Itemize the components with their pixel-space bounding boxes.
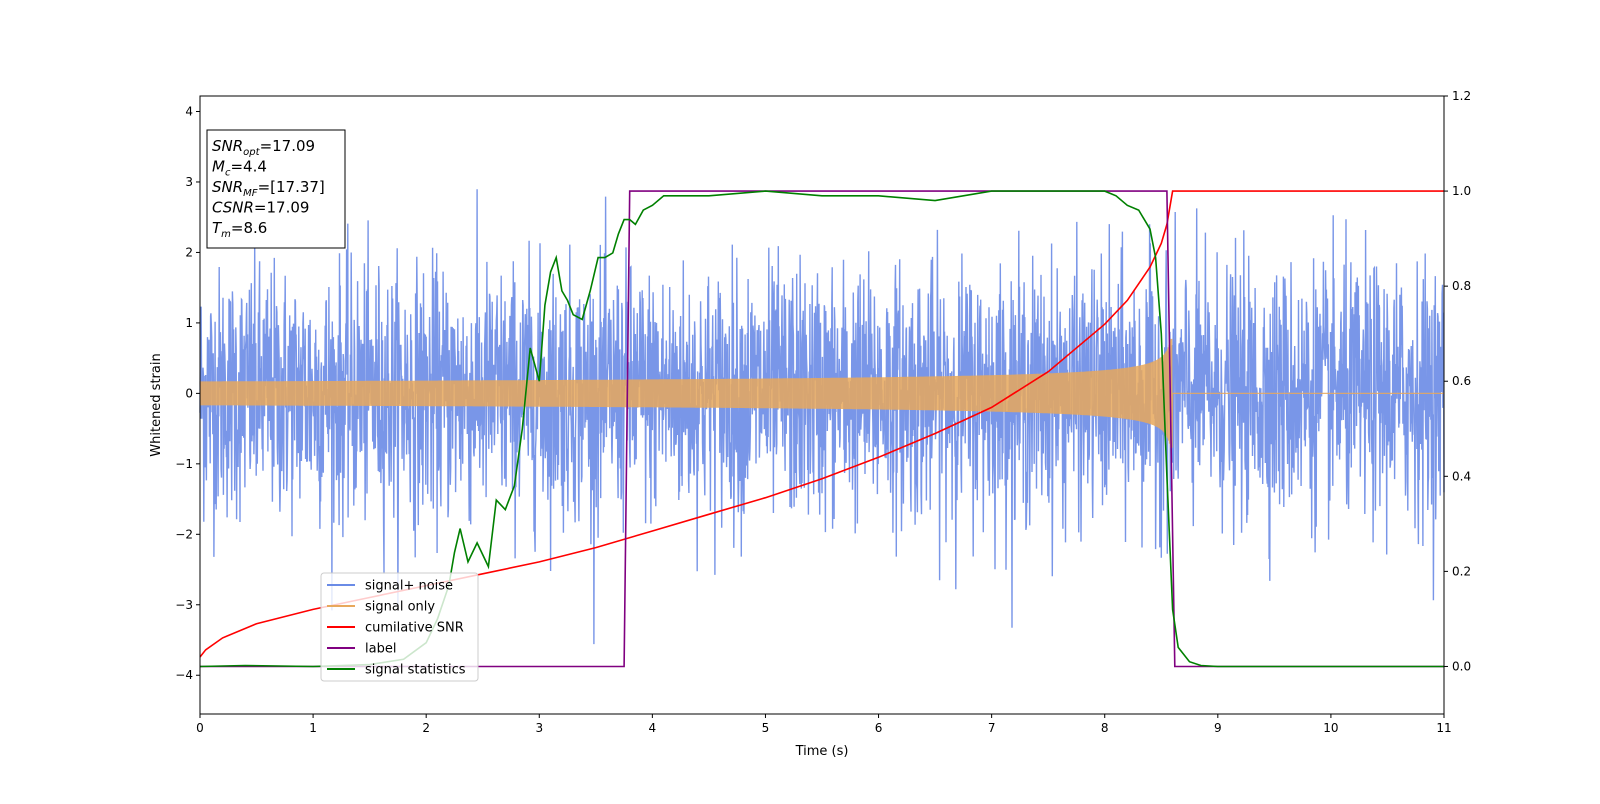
x-tick-label: 9	[1214, 721, 1222, 735]
annotation-line: Tm=8.6	[212, 219, 267, 240]
annotation-line: SNRopt=17.09	[212, 137, 315, 158]
legend-entry: signal only	[327, 600, 435, 615]
x-tick-label: 1	[309, 721, 317, 735]
x-tick-label: 4	[649, 721, 657, 735]
series-layer	[199, 189, 1445, 668]
y-axis-left: −4 −3 −2 −1 0 1 2 3 4	[175, 105, 200, 682]
legend-label: signal only	[365, 600, 435, 615]
legend-entry: label	[327, 642, 396, 657]
x-tick-label: 7	[988, 721, 996, 735]
x-tick-label: 8	[1101, 721, 1109, 735]
y2-tick-label: 0.4	[1452, 469, 1471, 483]
legend-entry: signal+ noise	[327, 579, 453, 594]
y-tick-label: −4	[175, 668, 193, 682]
plot-frame	[199, 95, 1445, 715]
x-tick-label: 10	[1323, 721, 1338, 735]
series-signal-only	[199, 338, 1444, 448]
y-axis-label: Whitened strain	[149, 353, 164, 456]
y-tick-label: −1	[175, 457, 193, 471]
annotation-box: SNRopt=17.09Mc=4.4SNRMF=[17.37]CSNR=17.0…	[206, 129, 346, 249]
y2-tick-label: 0.2	[1452, 564, 1471, 578]
y-axis-right: 0.0 0.2 0.4 0.6 0.8 1.0 1.2	[1444, 89, 1471, 673]
y-tick-label: 0	[185, 386, 193, 400]
y-tick-label: 2	[185, 245, 193, 259]
x-tick-label: 5	[762, 721, 770, 735]
y2-tick-label: 0.6	[1452, 374, 1471, 388]
x-tick-label: 6	[875, 721, 883, 735]
y-tick-label: −2	[175, 527, 193, 541]
y-tick-label: 1	[185, 316, 193, 330]
y-tick-label: 4	[185, 105, 193, 119]
x-tick-label: 2	[422, 721, 430, 735]
y2-tick-label: 1.2	[1452, 89, 1471, 103]
x-tick-label: 11	[1436, 721, 1451, 735]
x-axis: 0 1 2 3 4 5 6 7 8 9 10 11	[196, 714, 1452, 735]
legend-entry: signal statistics	[327, 663, 466, 678]
x-tick-label: 3	[535, 721, 543, 735]
legend-entry: cumilative SNR	[327, 621, 464, 636]
legend-label: signal statistics	[365, 663, 466, 678]
y2-tick-label: 0.0	[1452, 659, 1471, 673]
series-cumulative-snr	[199, 190, 1444, 658]
y-tick-label: −3	[175, 598, 193, 612]
legend-label: label	[365, 642, 396, 657]
legend-frame	[320, 572, 479, 682]
annotation-frame	[206, 129, 346, 249]
series-signal-noise	[199, 189, 1445, 645]
series-signal-statistics	[199, 190, 1444, 668]
y-tick-label: 3	[185, 175, 193, 189]
y2-tick-label: 1.0	[1452, 184, 1471, 198]
annotation-line: Mc=4.4	[212, 158, 267, 179]
x-tick-label: 0	[196, 721, 204, 735]
x-axis-label: Time (s)	[795, 744, 849, 759]
y2-tick-label: 0.8	[1452, 279, 1471, 293]
legend: signal+ noise signal only cumilative SNR la…	[320, 572, 479, 682]
legend-label: cumilative SNR	[365, 621, 464, 636]
annotation-line: SNRMF=[17.37]	[212, 178, 325, 199]
legend-label: signal+ noise	[365, 579, 453, 594]
annotation-line: CSNR=17.09	[212, 199, 309, 217]
